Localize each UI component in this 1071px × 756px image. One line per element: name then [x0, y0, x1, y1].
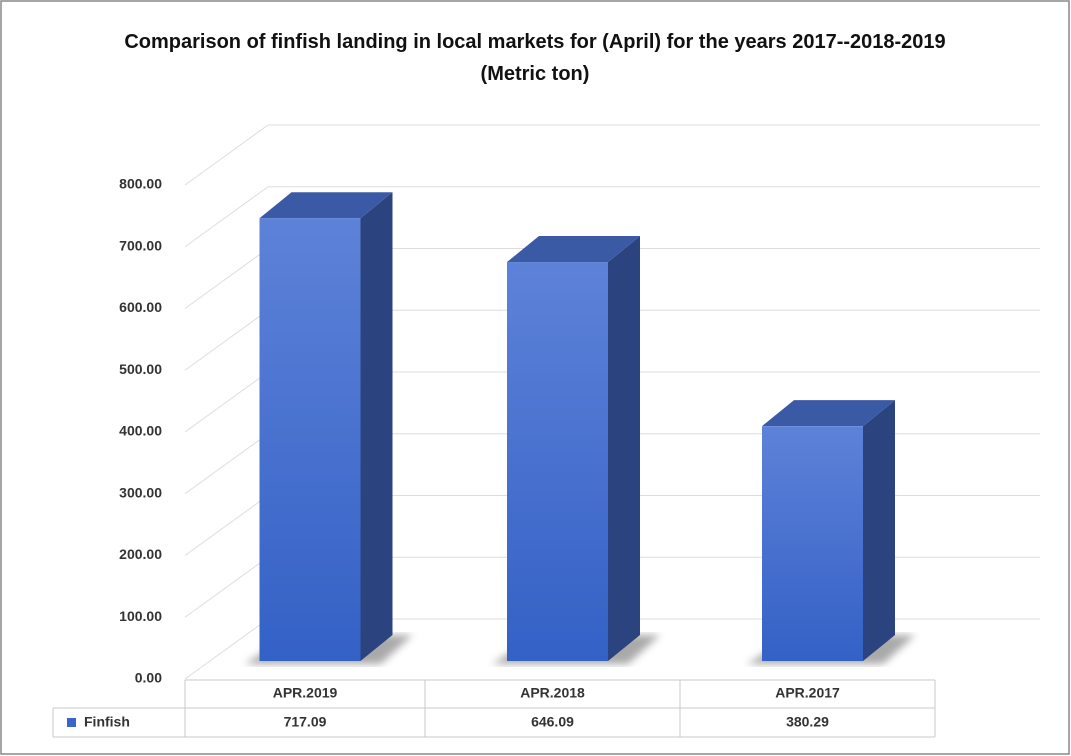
bar — [507, 262, 608, 661]
bar-top — [259, 192, 393, 219]
y-tick-label: 500.00 — [119, 361, 162, 377]
y-tick-label: 300.00 — [119, 484, 162, 500]
y-tick-label: 200.00 — [119, 546, 162, 562]
y-tick-label: 800.00 — [119, 176, 162, 192]
bar-top — [762, 400, 895, 427]
bar-top — [507, 236, 640, 263]
y-tick-label: 0.00 — [135, 670, 162, 686]
grid-line-side — [184, 495, 269, 556]
grid-line-side — [184, 371, 269, 433]
x-tick-label: APR.2019 — [273, 685, 338, 701]
bar-side — [863, 400, 895, 661]
data-table-value: 380.29 — [786, 714, 829, 730]
data-table-value: 646.09 — [531, 714, 574, 730]
y-tick-label: 600.00 — [119, 299, 162, 315]
legend-label: Finfish — [84, 714, 130, 730]
data-table-value: 717.09 — [284, 714, 327, 730]
grid-line-side — [184, 309, 269, 371]
bar-side — [360, 192, 393, 661]
x-tick-label: APR.2017 — [775, 685, 840, 701]
bar — [762, 426, 863, 661]
y-tick-label: 400.00 — [119, 423, 162, 439]
grid-line-side — [184, 248, 269, 309]
grid-line-side — [184, 124, 269, 186]
bar-side — [608, 236, 640, 661]
y-tick-label: 100.00 — [119, 608, 162, 624]
bar — [259, 218, 361, 661]
chart-title: Comparison of finfish landing in local m… — [124, 31, 946, 85]
y-tick-label: 700.00 — [119, 237, 162, 253]
grid-line-side — [184, 556, 269, 618]
legend-swatch — [67, 718, 76, 727]
grid-line-side — [184, 618, 269, 680]
x-tick-label: APR.2018 — [520, 685, 585, 701]
grid-line-side — [184, 433, 269, 495]
grid-line-side — [184, 186, 269, 248]
